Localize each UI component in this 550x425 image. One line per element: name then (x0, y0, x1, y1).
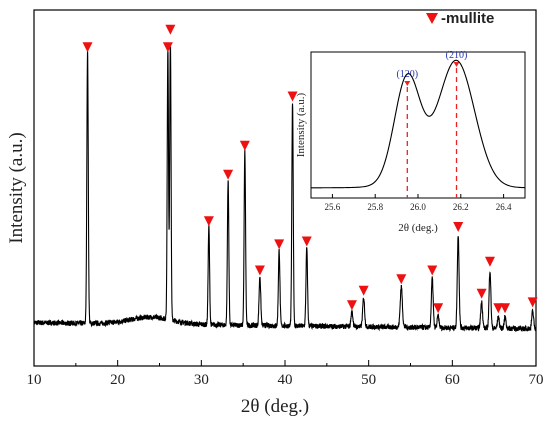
inset-peak-marker (453, 62, 460, 68)
peak-marker (484, 256, 495, 267)
peak-marker (433, 303, 444, 314)
inset-x-tick-label: 25.8 (367, 202, 383, 212)
peak-marker (476, 288, 487, 299)
inset-x-tick-label: 26.2 (453, 202, 469, 212)
peak-marker (493, 303, 504, 314)
inset-chart: 25.6 25.8 26.0 26.2 26.4 (120)(210) 2θ (deg.… (295, 50, 526, 234)
inset-x-axis-title: 2θ (deg.) (398, 222, 438, 234)
peak-marker (162, 42, 173, 53)
inset-series-line (311, 59, 526, 189)
x-tick-label: 50 (361, 372, 376, 388)
peak-marker (274, 239, 285, 250)
peak-marker (358, 285, 369, 296)
main-x-axis-title: 2θ (deg.) (241, 396, 309, 417)
mullite-peak-markers (82, 24, 538, 314)
peak-marker (500, 303, 511, 314)
peak-marker (203, 216, 214, 227)
inset-peak-label: (210) (446, 50, 468, 61)
peak-marker (287, 91, 298, 102)
peak-marker (239, 140, 250, 151)
peak-marker (427, 265, 438, 276)
peak-marker (396, 274, 407, 285)
inset-peak-marker (404, 81, 411, 87)
main-x-axis: 10 20 30 40 50 60 70 (27, 360, 544, 388)
main-series-line (33, 46, 537, 333)
legend: -mullite (426, 10, 494, 27)
legend-label: -mullite (441, 10, 494, 27)
inset-x-tick-label: 26.4 (496, 202, 512, 212)
inset-x-tick-label: 25.6 (325, 202, 341, 212)
peak-marker (346, 300, 357, 311)
inset-plot-frame (310, 51, 526, 199)
main-y-axis-title: Intensity (a.u.) (6, 132, 27, 243)
peak-marker (301, 236, 312, 247)
inset-x-axis: 25.6 25.8 26.0 26.2 26.4 (325, 194, 512, 212)
peak-marker (453, 221, 464, 232)
x-tick-label: 40 (278, 372, 293, 388)
inset-y-axis-title: Intensity (a.u.) (295, 92, 307, 157)
x-tick-label: 60 (445, 372, 460, 388)
legend-marker (426, 13, 438, 24)
peak-marker (527, 297, 538, 308)
x-tick-label: 10 (27, 372, 42, 388)
peak-marker (82, 42, 93, 53)
x-tick-label: 70 (529, 372, 544, 388)
x-tick-label: 30 (194, 372, 209, 388)
peak-marker (223, 169, 234, 180)
inset-x-tick-label: 26.0 (410, 202, 426, 212)
peak-marker (254, 265, 265, 276)
x-tick-label: 20 (110, 372, 125, 388)
peak-marker (165, 24, 176, 35)
